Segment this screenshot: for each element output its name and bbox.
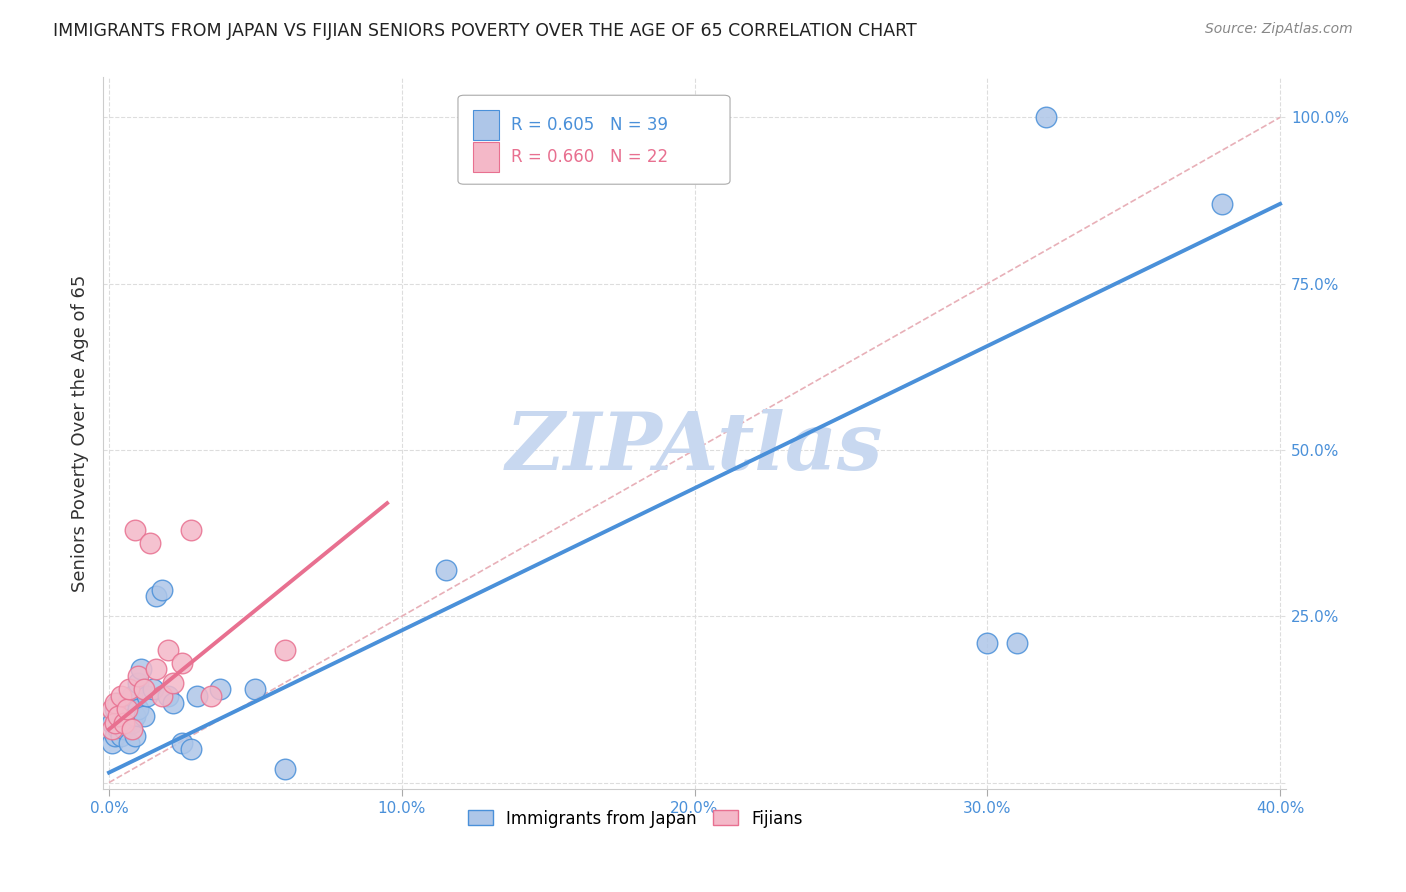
Point <box>134 709 156 723</box>
Text: Source: ZipAtlas.com: Source: ZipAtlas.com <box>1205 22 1353 37</box>
Point <box>121 715 143 730</box>
Point <box>118 702 141 716</box>
Point <box>127 702 149 716</box>
Point <box>150 689 173 703</box>
Point <box>121 689 143 703</box>
Point <box>107 696 129 710</box>
Point <box>124 523 146 537</box>
Point <box>145 590 167 604</box>
Point <box>172 656 194 670</box>
Point <box>136 689 159 703</box>
Legend: Immigrants from Japan, Fijians: Immigrants from Japan, Fijians <box>461 803 810 834</box>
Point <box>127 669 149 683</box>
Point <box>112 723 135 737</box>
Point <box>110 689 132 703</box>
Point <box>245 682 267 697</box>
Text: ZIPAtlas: ZIPAtlas <box>506 409 883 486</box>
Point <box>124 709 146 723</box>
Point <box>172 736 194 750</box>
Point <box>101 715 124 730</box>
Point <box>1035 111 1057 125</box>
Point <box>156 642 179 657</box>
Point <box>101 702 124 716</box>
Point <box>127 675 149 690</box>
Y-axis label: Seniors Poverty Over the Age of 65: Seniors Poverty Over the Age of 65 <box>72 275 89 592</box>
Point <box>162 696 184 710</box>
Point <box>150 582 173 597</box>
Point <box>104 702 127 716</box>
FancyBboxPatch shape <box>458 95 730 185</box>
Point <box>112 715 135 730</box>
Point <box>110 715 132 730</box>
Text: R = 0.605   N = 39: R = 0.605 N = 39 <box>512 116 668 134</box>
Point <box>104 696 127 710</box>
Point <box>118 682 141 697</box>
Point <box>200 689 222 703</box>
Point <box>273 762 295 776</box>
Point <box>134 682 156 697</box>
Point <box>139 536 162 550</box>
Point <box>180 523 202 537</box>
FancyBboxPatch shape <box>474 142 499 172</box>
Point <box>162 675 184 690</box>
Point <box>209 682 232 697</box>
Point <box>115 715 138 730</box>
Point <box>110 729 132 743</box>
Point <box>115 702 138 716</box>
Point <box>118 736 141 750</box>
Point <box>273 642 295 657</box>
Point <box>107 723 129 737</box>
Point <box>180 742 202 756</box>
FancyBboxPatch shape <box>474 111 499 140</box>
Point <box>156 689 179 703</box>
Point <box>115 696 138 710</box>
Point <box>434 563 457 577</box>
Point <box>976 636 998 650</box>
Point <box>186 689 208 703</box>
Point <box>129 663 152 677</box>
Point <box>121 723 143 737</box>
Point <box>142 682 165 697</box>
Point <box>145 663 167 677</box>
Point <box>112 709 135 723</box>
Point <box>1211 197 1233 211</box>
Point <box>104 729 127 743</box>
Point <box>101 723 124 737</box>
Point <box>124 729 146 743</box>
Point <box>104 715 127 730</box>
Point <box>101 736 124 750</box>
Text: R = 0.660   N = 22: R = 0.660 N = 22 <box>512 148 668 166</box>
Text: IMMIGRANTS FROM JAPAN VS FIJIAN SENIORS POVERTY OVER THE AGE OF 65 CORRELATION C: IMMIGRANTS FROM JAPAN VS FIJIAN SENIORS … <box>53 22 917 40</box>
Point <box>107 709 129 723</box>
Point <box>1005 636 1028 650</box>
